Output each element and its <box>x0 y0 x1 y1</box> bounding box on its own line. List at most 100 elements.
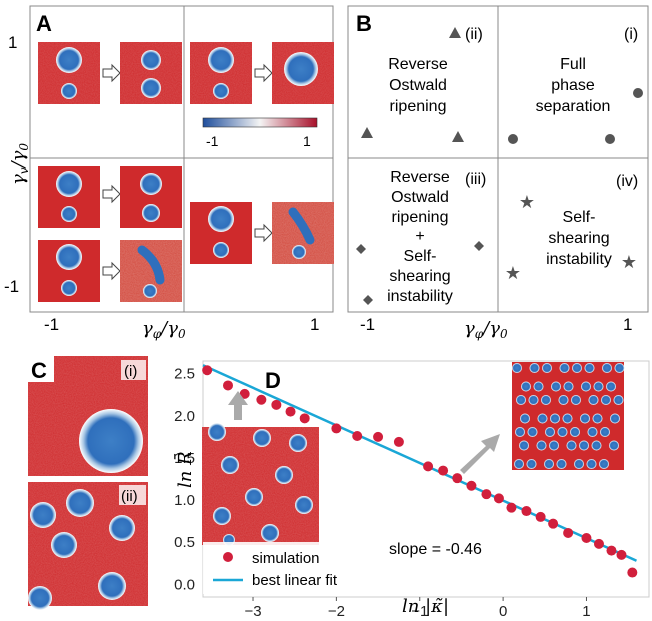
data-point <box>285 406 296 417</box>
y-axis-label: ln R̄ <box>173 451 196 488</box>
inset-droplet <box>529 363 540 373</box>
arrow-icon <box>102 64 121 82</box>
panel-b: B (ii) Reverse Ostwald ripening (i) Full… <box>347 5 649 341</box>
region-i-tag: (i) <box>624 26 638 43</box>
inset-droplet <box>599 459 609 469</box>
panel-a-ytick-bottom: -1 <box>4 277 19 296</box>
region-iv-line-1: Self- <box>563 209 596 226</box>
panel-d-letter: D <box>265 368 281 393</box>
diamond-marker <box>356 244 366 254</box>
snapshot-a3-after <box>120 166 182 228</box>
data-point <box>373 431 384 442</box>
inset-droplet <box>515 427 525 437</box>
data-point <box>239 388 250 399</box>
inset-droplet <box>588 395 599 405</box>
y-tick-label: 1.5 <box>174 450 195 467</box>
panel-a-xtick-right: 1 <box>310 315 319 334</box>
data-point <box>493 493 504 504</box>
inset-droplet <box>533 381 544 392</box>
data-point <box>299 413 310 424</box>
inset-droplet <box>514 459 524 469</box>
data-point <box>548 518 559 529</box>
region-iii-line-3: ripening <box>392 209 449 226</box>
panel-c-tag-bg <box>121 360 146 380</box>
panel-b-xtick-right: 1 <box>623 315 632 334</box>
diamond-marker <box>474 241 484 251</box>
region-iv-line-2: shearing <box>548 230 609 247</box>
inset-droplet <box>558 395 569 405</box>
data-point <box>466 480 477 491</box>
snapshot-a5-before <box>190 202 252 264</box>
y-tick-label: 2.0 <box>174 408 195 425</box>
data-point <box>438 465 449 476</box>
region-i-line-2: phase <box>551 77 595 94</box>
inset-droplet <box>613 395 624 405</box>
x-tick-label: 1 <box>582 603 590 616</box>
inset-droplet <box>545 427 555 437</box>
inset-droplet <box>521 381 531 392</box>
panel-b-xtick-left: -1 <box>360 315 375 334</box>
circle-marker <box>605 134 615 144</box>
inset-droplet <box>536 440 547 451</box>
legend-label-fit: best linear fit <box>252 572 338 589</box>
inset-arrow-icon <box>228 391 248 420</box>
inset-droplet <box>512 363 522 373</box>
inset-droplet <box>570 427 580 437</box>
region-iii-line-7: instability <box>387 288 453 305</box>
data-point <box>271 399 282 410</box>
panel-a-letter: A <box>36 11 52 36</box>
panel-c-tag-bg <box>119 485 146 505</box>
panel-a-ylabel: γv/γ0 <box>8 143 31 185</box>
snapshot-a4-before <box>38 240 100 302</box>
inset-droplet <box>516 395 526 405</box>
snapshot-a2-after <box>272 42 334 104</box>
data-point <box>352 431 363 442</box>
y-tick-label: 2.5 <box>174 366 195 383</box>
region-i-line-1: Full <box>560 56 586 73</box>
arrow-icon <box>254 64 273 82</box>
y-tick-label: 0.5 <box>174 534 195 551</box>
star-marker: ★ <box>505 263 521 283</box>
data-point <box>606 545 617 556</box>
data-point <box>593 538 604 549</box>
data-point <box>616 549 627 560</box>
inset-droplet <box>526 459 537 469</box>
star-marker: ★ <box>519 192 535 212</box>
panel-c-tag-1: (i) <box>124 363 137 380</box>
inset-low-kappa <box>202 423 319 546</box>
triangle-marker <box>449 27 461 38</box>
inset-droplet <box>551 381 561 392</box>
data-point <box>481 489 492 500</box>
region-iv-tag: (iv) <box>616 173 638 190</box>
panel-d: 0.00.51.01.52.02.5−3 −2 −1 0 1 D ln R̄ ln <box>173 360 650 620</box>
fit-layer <box>202 364 638 562</box>
colorbar <box>202 117 318 128</box>
panel-a-frame <box>29 5 334 313</box>
inset-droplet <box>610 413 620 424</box>
arrow-icon <box>102 262 121 280</box>
inset-droplet <box>557 427 568 437</box>
x-tick-label: −2 <box>328 603 345 616</box>
panel-b-xlabel: γφ/γ0 <box>464 318 508 341</box>
region-ii-line-1: Reverse <box>388 56 448 73</box>
region-i-line-3: separation <box>536 98 611 115</box>
legend-marker-simulation <box>223 552 233 562</box>
region-iii-line-1: Reverse <box>390 169 450 186</box>
data-point <box>331 423 342 434</box>
colorbar-max-label: 1 <box>303 133 311 149</box>
points-layer <box>202 365 638 578</box>
x-axis-label: ln |κ̃| <box>402 596 449 616</box>
data-point <box>452 473 463 484</box>
snapshot-a3-before <box>38 166 100 228</box>
y-tick-label: 0.0 <box>174 576 195 593</box>
diamond-marker <box>363 295 373 305</box>
snapshot-a2-before <box>190 42 252 104</box>
data-point <box>223 380 234 391</box>
legend-label-simulation: simulation <box>252 550 320 567</box>
panel-c-tag-2: (ii) <box>121 488 138 505</box>
snapshot-a1-before <box>38 42 100 104</box>
inset-droplet <box>614 363 625 373</box>
panel-a-xtick-left: -1 <box>44 315 59 334</box>
slope-label: slope = -0.46 <box>389 541 482 558</box>
